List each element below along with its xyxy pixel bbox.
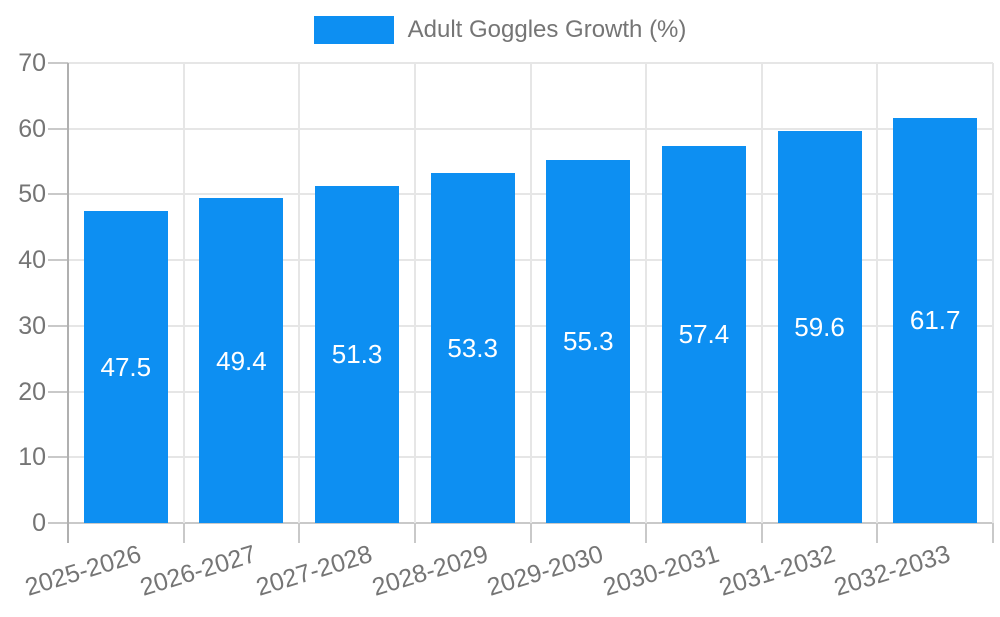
y-axis-tick — [48, 324, 68, 327]
bar-value-label: 59.6 — [794, 312, 845, 343]
gridline-vertical — [413, 63, 416, 523]
y-tick-label: 0 — [32, 509, 46, 537]
bar — [315, 185, 400, 523]
y-tick-label: 60 — [18, 114, 46, 143]
x-axis-tick — [529, 523, 532, 543]
x-axis-tick — [876, 523, 879, 543]
bar-value-label: 47.5 — [100, 351, 152, 382]
bar — [777, 131, 862, 523]
y-tick-label: 50 — [18, 180, 46, 209]
y-tick-label: 30 — [18, 311, 46, 340]
bar-value-label: 51.3 — [331, 339, 383, 370]
bar-chart: Adult Goggles Growth (%) 0 10 20 30 40 50 60 70… — [0, 14, 1000, 602]
y-axis-line — [67, 63, 69, 543]
gridline-vertical — [645, 63, 648, 523]
bar — [199, 198, 284, 523]
legend: Adult Goggles Growth (%) — [0, 14, 1000, 46]
plot-area: 0 10 20 30 40 50 60 70 47.5 2025-2026 49.4 2026-202… — [18, 49, 994, 602]
y-tick-label: 20 — [18, 377, 46, 406]
y-tick-label: 70 — [18, 49, 46, 77]
bar-value-label: 57.4 — [678, 319, 730, 350]
y-tick-label: 40 — [18, 246, 46, 275]
bar — [546, 159, 631, 523]
y-axis-tick — [48, 193, 68, 196]
x-axis-tick — [413, 523, 416, 543]
x-axis-tick — [298, 523, 301, 543]
bar-value-label: 49.4 — [216, 345, 267, 376]
x-axis-tick — [760, 523, 763, 543]
y-tick-label: 10 — [18, 443, 46, 472]
y-axis-tick — [48, 259, 68, 262]
y-axis-tick — [48, 522, 68, 524]
x-axis-tick — [992, 523, 994, 543]
gridline-vertical — [760, 63, 763, 523]
bar-value-label: 55.3 — [563, 326, 614, 357]
x-axis-tick — [182, 523, 185, 543]
legend-label: Adult Goggles Growth (%) — [407, 16, 687, 43]
bar — [661, 145, 746, 523]
gridline-vertical — [876, 63, 879, 523]
legend-swatch — [313, 16, 394, 44]
y-axis-tick — [48, 456, 68, 459]
bar — [430, 172, 515, 523]
x-axis-tick — [645, 523, 648, 543]
gridline-vertical — [992, 63, 994, 523]
bar — [83, 210, 168, 523]
bar — [893, 117, 978, 523]
gridline-vertical — [182, 63, 185, 523]
gridline-vertical — [529, 63, 532, 523]
bar-value-label: 61.7 — [909, 305, 961, 336]
bar-value-label: 53.3 — [447, 332, 498, 363]
y-axis-tick — [48, 62, 68, 64]
y-axis-tick — [48, 127, 68, 130]
gridline-vertical — [298, 63, 301, 523]
y-axis-tick — [48, 390, 68, 393]
